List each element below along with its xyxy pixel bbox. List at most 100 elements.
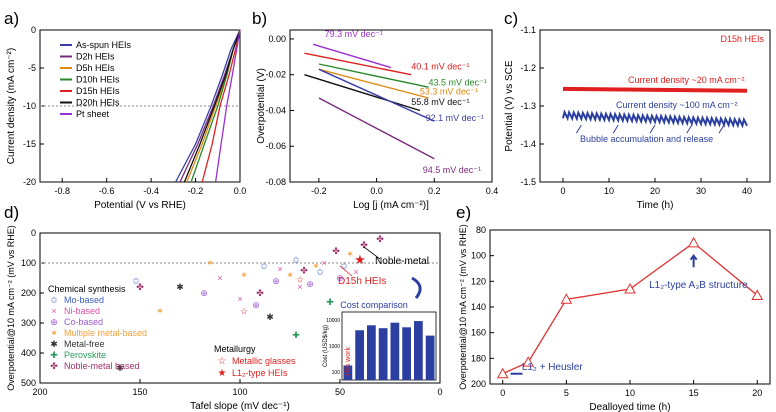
y-tick-label: -15 [23,139,36,149]
x-tick-label: 0 [437,387,442,397]
data-point-triangle [687,236,700,248]
x-axis-label: Dealloyed time (h) [589,402,670,412]
panel-label-d: d) [4,203,19,222]
data-point-triangle [522,356,535,367]
y-tick-label: 180 [471,353,486,363]
series-line-6 [214,29,241,183]
x-tick-label: 0 [500,388,505,398]
legend-label: D10h HEIs [76,75,120,85]
x-tick-label: 20 [752,388,762,398]
y-tick-label: -5 [28,63,36,73]
arrow-up [689,254,698,268]
inset-bar [414,321,423,380]
inset-bar [343,365,353,380]
legend-title-metallurgy: Metallurgy [214,344,256,354]
series-line-20mA [562,86,748,93]
inset-y-tick-label: 100 [332,370,341,376]
inset-y-tick-label: 1000 [329,344,340,350]
series-line-4 [201,29,241,183]
legend-label: Noble-metal based [64,361,140,371]
y-tick-label: -20 [23,177,36,187]
bubble-arrow [575,124,582,134]
legend-symbol: ✶ [50,328,58,338]
x-tick-label: 100 [232,387,247,397]
legend-label: As-spun HEIs [76,40,132,50]
y-axis-label: Current density (mA cm⁻²) [6,48,17,164]
y-tick-label: 500 [21,378,36,388]
scatter-point: ✩ [292,255,300,265]
tafel-slope-label: 94.5 mV dec⁻¹ [423,165,481,175]
bubble-arrow [612,124,619,134]
inset-bar [355,330,364,380]
x-tick-label: 0 [560,186,565,196]
scatter-point: ✚ [326,297,334,307]
y-tick-label: -0.02 [265,70,286,80]
scatter-point: × [277,264,282,274]
legend-symbol: ⊕ [50,317,58,327]
y-tick-label: 200 [21,288,36,298]
y-tick-label: -1.5 [520,177,536,187]
legend-label: Multiple metal-based [64,328,147,338]
scatter-point: × [321,258,326,268]
x-axis-label: Tafel slope (mV dec⁻¹) [190,401,290,412]
y-axis-label: Overpotential (V) [256,68,267,144]
series-label-20mA: Current density ~20 mA cm⁻² [628,75,745,85]
tafel-line-4 [304,74,421,112]
tafel-line-6 [318,97,435,160]
scatter-point: ✤ [376,234,384,244]
legend-label: Perovskite [64,350,106,360]
data-point-triangle [560,293,573,304]
scatter-point: ✶ [206,258,214,268]
x-tick-label: 0.4 [486,186,499,196]
annotation-d15h: D15h HEIs [338,276,386,287]
inset-bar [378,328,388,380]
legend-label: D15h HEIs [76,86,120,96]
annotation-pointer [363,246,381,260]
y-tick-label: 0.00 [268,34,286,44]
x-tick-label: 200 [32,387,47,397]
x-tick-label: 10 [604,186,614,196]
y-tick-label: -0.04 [265,105,286,115]
bubble-annotation: Bubble accumulation and release [580,134,713,144]
tafel-line-2 [318,63,429,88]
bubble-arrow [686,124,693,134]
x-tick-label: 10 [625,388,635,398]
scatter-point: ✶ [286,270,294,280]
y-tick-label: 0 [31,228,36,238]
legend-label: D20h HEIs [76,98,120,108]
tafel-line-0 [312,43,392,69]
bubble-arrow [718,124,725,134]
tafel-line-3 [318,68,429,99]
y-tick-label: 100 [21,258,36,268]
scatter-point: ✱ [116,363,124,373]
scatter-point: × [237,294,242,304]
x-tick-label: 5 [564,388,569,398]
scatter-point: × [297,282,302,292]
inset-y-axis-label: Cost (USD$/kg) [323,325,329,367]
x-axis-label: Log [j (mA cm⁻²)] [353,200,429,211]
panel-label-e: e) [456,203,471,222]
scatter-point: × [217,273,222,283]
x-tick-label: 15 [689,388,699,398]
inset-bar [390,322,400,380]
legend-symbol: ★ [218,368,227,379]
scatter-point: ✶ [346,249,354,259]
scatter-point: ✩ [316,267,324,277]
legend-symbol: ☆ [218,356,227,367]
annotation-noble-metal: Noble-metal [375,256,429,267]
x-axis-label: Potential (V vs RHE) [94,200,186,211]
y-tick-label: -1.4 [520,139,536,149]
x-tick-label: -0.4 [143,186,159,196]
y-tick-label: -0.08 [265,177,286,187]
scatter-point: ★ [354,252,366,267]
inset-bar-label: This work [345,347,352,377]
scatter-point: ✶ [312,261,320,271]
legend-label: D5h HEIs [76,63,115,73]
x-axis-label: Time (h) [637,200,674,211]
y-tick-label: 140 [471,302,486,312]
x-tick-label: -0.8 [54,186,70,196]
scatter-point: ⊕ [252,300,260,310]
inset-y-tick-label: 10000 [326,318,340,324]
scatter-point: ✤ [300,266,308,276]
